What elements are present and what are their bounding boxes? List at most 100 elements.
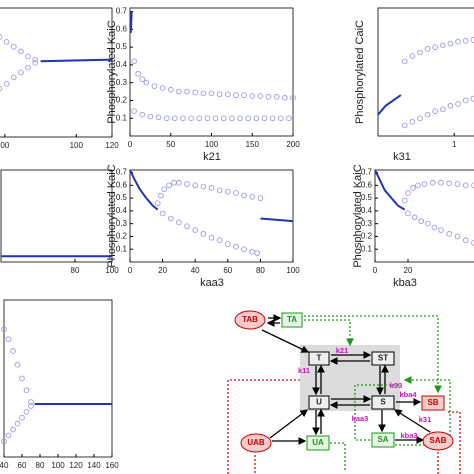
- data-point: [135, 70, 142, 77]
- y-tick-label: 0.6: [361, 180, 373, 189]
- x-tick-label: 120: [69, 461, 83, 470]
- data-point: [446, 180, 453, 187]
- data-point: [249, 93, 256, 99]
- rate-label: kba3: [400, 431, 417, 440]
- rate-label: k11: [298, 366, 310, 375]
- data-point: [131, 58, 137, 65]
- data-point: [462, 237, 469, 244]
- data-point: [439, 106, 446, 113]
- node-label: UAB: [247, 438, 265, 447]
- data-point: [176, 219, 182, 226]
- data-point: [224, 91, 231, 98]
- data-point: [188, 115, 194, 122]
- data-point: [208, 234, 215, 241]
- data-point: [25, 64, 31, 71]
- x-tick-label: 60: [223, 266, 232, 275]
- plot-frame: [129, 169, 294, 263]
- y-tick-label: 0.6: [116, 24, 128, 33]
- arrows: [227, 314, 461, 474]
- plot-frame: [377, 7, 474, 137]
- data-point: [282, 94, 288, 101]
- data-point: [462, 97, 469, 104]
- node-label: TAB: [242, 315, 258, 324]
- data-point: [470, 95, 474, 102]
- data-line: [129, 169, 159, 211]
- data-point: [180, 115, 186, 122]
- data-point: [224, 188, 231, 195]
- data-point: [220, 115, 227, 122]
- data-point: [166, 182, 172, 189]
- y-axis-label: Phosphorylated KaiC: [106, 20, 118, 123]
- y-tick-label: 0.7: [361, 168, 373, 177]
- data-point: [216, 187, 223, 194]
- node-label: UA: [312, 438, 324, 447]
- y-tick-label: 0.7: [116, 168, 128, 177]
- data-point: [151, 83, 158, 90]
- data-point: [23, 409, 30, 415]
- data-point: [424, 220, 431, 227]
- data-point: [3, 80, 10, 87]
- data-point: [176, 88, 182, 95]
- x-tick-label: 20: [158, 266, 167, 275]
- x-tick-label: 100: [286, 266, 300, 275]
- node-label: SAB: [430, 436, 447, 445]
- data-point: [5, 432, 12, 439]
- x-tick-label: 140: [87, 461, 101, 470]
- data-point: [447, 40, 454, 47]
- data-point: [14, 361, 21, 368]
- data-point: [454, 181, 461, 187]
- data-point: [470, 37, 474, 43]
- y-axis-label: Phosphorylated KaiC: [352, 164, 364, 267]
- data-point: [192, 182, 199, 189]
- data-point: [237, 115, 243, 122]
- node-shape: [308, 395, 330, 410]
- data-point: [415, 182, 421, 189]
- node-label: ST: [378, 354, 388, 363]
- rate-label: k33: [390, 381, 403, 390]
- y-tick-label: 0.5: [361, 193, 373, 202]
- data-point: [418, 218, 425, 224]
- data-point: [10, 74, 17, 81]
- node-label: T: [317, 354, 322, 363]
- data-point: [224, 241, 231, 247]
- x-tick-label: 50: [166, 140, 175, 149]
- node-shape: [371, 395, 395, 410]
- node-shape: [422, 431, 454, 451]
- data-point: [192, 89, 199, 96]
- data-point: [401, 197, 408, 204]
- data-point: [147, 113, 154, 120]
- data-point: [212, 115, 219, 122]
- data-point: [154, 200, 161, 207]
- data-point: [471, 182, 474, 189]
- data-point: [10, 426, 16, 433]
- data-point: [1, 438, 7, 445]
- data-point: [401, 58, 408, 65]
- node-shape: [240, 433, 272, 453]
- data-point: [261, 115, 268, 122]
- data-point: [417, 115, 423, 122]
- data-point: [245, 115, 252, 122]
- data-point: [158, 192, 164, 199]
- x-tick-label: 1: [452, 140, 457, 149]
- node-label: S: [380, 398, 386, 407]
- data-point: [431, 224, 438, 231]
- x-tick-label: 0: [128, 140, 133, 149]
- data-point: [273, 94, 280, 100]
- y-tick-label: 0.2: [116, 232, 128, 241]
- data-point: [462, 182, 469, 189]
- data-point: [229, 115, 235, 122]
- data-point: [167, 215, 174, 222]
- rate-label: kaa3: [352, 414, 369, 423]
- node-shape: [234, 310, 266, 330]
- data-point: [161, 186, 168, 193]
- node-shape: [281, 312, 303, 328]
- data-point: [401, 122, 408, 129]
- data-line: [260, 217, 294, 223]
- y-tick-label: 0.5: [116, 42, 128, 51]
- plot-frame: [0, 7, 113, 138]
- y-axis-label: Phosphorylated CaiC: [354, 20, 366, 124]
- data-point: [447, 102, 454, 109]
- node-label: TA: [287, 315, 297, 324]
- data-point: [0, 34, 3, 40]
- data-point: [18, 48, 24, 55]
